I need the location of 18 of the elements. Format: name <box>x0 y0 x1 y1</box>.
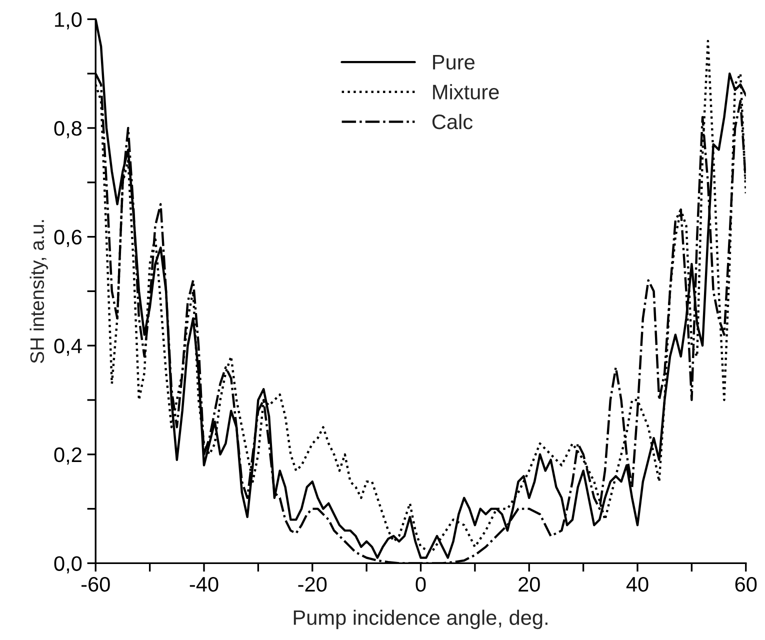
legend-label: Calc <box>432 114 473 130</box>
y-tick-label: 0,6 <box>54 230 82 248</box>
y-axis-title: SH intensity, a.u. <box>30 220 48 364</box>
x-axis-title: Pump incidence angle, deg. <box>294 610 548 630</box>
y-tick-label: 0,0 <box>54 556 82 574</box>
x-tick-label: -20 <box>298 576 327 592</box>
x-tick-label: 40 <box>626 576 648 592</box>
y-tick-label: 0,4 <box>54 338 82 356</box>
y-tick-label: 0,8 <box>54 121 82 138</box>
x-tick-label: 60 <box>735 576 757 592</box>
y-tick-label: 1,0 <box>55 12 82 30</box>
legend-label: Mixture <box>433 84 499 100</box>
y-tick-label: 0,2 <box>54 447 82 465</box>
x-tick-label: 20 <box>518 576 540 592</box>
x-tick-label: -40 <box>190 576 218 592</box>
x-tick-label: -60 <box>81 576 110 592</box>
x-tick-label: 0 <box>416 576 426 592</box>
legend-label: Pure <box>433 55 474 70</box>
